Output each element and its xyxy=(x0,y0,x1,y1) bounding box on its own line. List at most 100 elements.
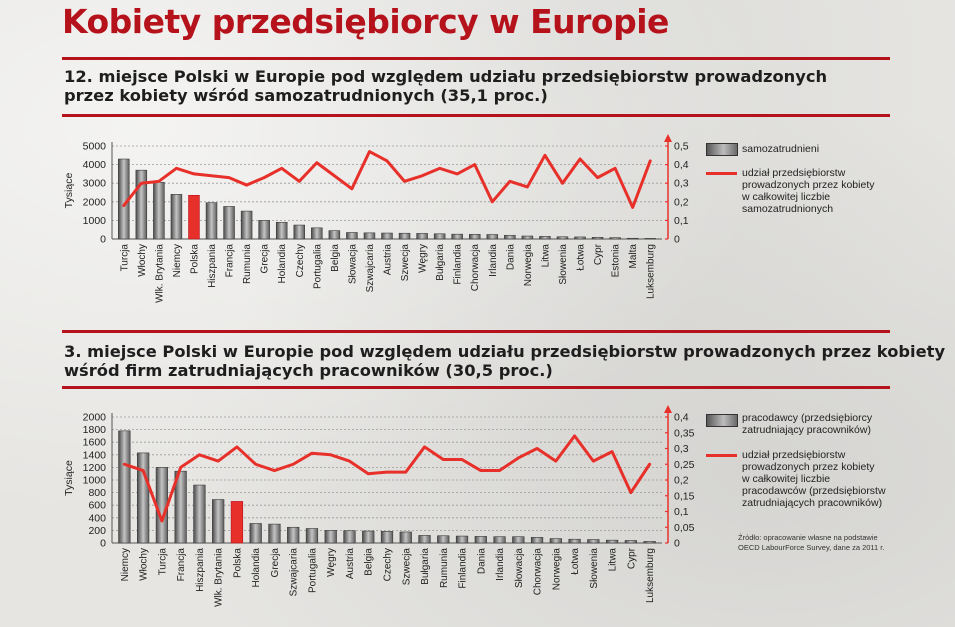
chart2-subtitle: 3. miejsce Polski w Europie pod względem… xyxy=(64,342,945,380)
bar xyxy=(193,484,206,544)
line-point xyxy=(491,200,494,203)
x-tick-label: Turcja xyxy=(119,244,130,272)
bar xyxy=(346,232,358,240)
line-point xyxy=(517,456,520,460)
line-point xyxy=(420,174,424,177)
bar xyxy=(153,181,165,240)
y2-tick-label: 0,3 xyxy=(674,443,689,455)
line-point xyxy=(610,450,614,453)
line-point xyxy=(310,452,314,455)
bar xyxy=(416,233,428,240)
line-point xyxy=(596,176,599,179)
line-point xyxy=(123,463,126,466)
line-point xyxy=(613,167,617,170)
x-tick-label: Grecja xyxy=(260,244,271,274)
line-point xyxy=(460,458,464,461)
x-tick-label: Włochy xyxy=(137,244,148,277)
line-point xyxy=(122,204,125,207)
x-tick-label: Łotwa xyxy=(570,548,581,575)
y-tick-label: 1000 xyxy=(83,215,107,227)
line-point xyxy=(210,174,213,177)
line-point xyxy=(578,157,582,161)
chart1-subtitle: 12. miejsce Polski w Europie pod względe… xyxy=(64,67,894,105)
bar xyxy=(223,206,235,240)
line-point xyxy=(535,447,539,450)
bar xyxy=(512,536,525,544)
line-point xyxy=(404,470,407,474)
line-point xyxy=(573,434,576,438)
x-tick-label: Hiszpania xyxy=(195,548,206,592)
line-point xyxy=(329,453,332,456)
x-tick-label: Belgia xyxy=(364,548,375,576)
bar xyxy=(437,535,450,544)
bar xyxy=(240,210,253,240)
chart1-subtitle-line2: przez kobiety wśród samozatrudnionych (3… xyxy=(64,86,548,105)
line-point xyxy=(403,180,406,183)
bar xyxy=(539,236,551,240)
line-point xyxy=(227,176,231,179)
line-point xyxy=(592,459,595,463)
y2-tick-label: 0,25 xyxy=(674,459,695,471)
line-point xyxy=(649,159,652,163)
line-point xyxy=(648,463,651,466)
bar xyxy=(486,234,499,240)
bar xyxy=(230,501,244,544)
y2-tick-label: 0,1 xyxy=(674,506,689,518)
y2-tick-label: 0,2 xyxy=(674,196,689,208)
x-tick-label: Niemcy xyxy=(120,548,131,581)
line-point xyxy=(235,445,239,449)
section1-rule-bottom xyxy=(62,114,890,117)
y-tick-label: 3000 xyxy=(83,178,107,190)
line-point xyxy=(315,161,319,164)
line-point xyxy=(498,469,501,472)
line-point xyxy=(385,159,389,163)
line-point xyxy=(479,469,482,472)
line-point xyxy=(333,174,336,177)
bar xyxy=(311,227,323,240)
y2-axis-arrow xyxy=(664,405,672,413)
x-tick-label: Wlk. Brytania xyxy=(214,548,225,607)
bar xyxy=(451,233,463,240)
y2-tick-label: 0,3 xyxy=(674,178,689,190)
x-tick-label: Włochy xyxy=(139,548,150,581)
x-tick-label: Bułgaria xyxy=(435,244,446,281)
x-tick-label: Norwegia xyxy=(523,244,534,287)
source-note: Źródło: opracowanie własne na podstawie … xyxy=(738,533,885,552)
x-tick-label: Wlk. Brytania xyxy=(154,244,165,303)
x-tick-label: Irlandia xyxy=(495,548,506,581)
bar xyxy=(249,523,262,544)
line-point xyxy=(543,154,547,157)
bar xyxy=(626,237,639,240)
line-point xyxy=(179,466,182,469)
line-point xyxy=(455,172,459,176)
y-axis-title: Tysiące xyxy=(63,173,75,209)
y-tick-label: 5000 xyxy=(83,141,107,153)
x-tick-label: Szwajcaria xyxy=(289,548,300,597)
x-tick-label: Czechy xyxy=(383,548,394,581)
line-point xyxy=(273,469,276,472)
y-tick-label: 1400 xyxy=(83,449,107,461)
x-tick-label: Austria xyxy=(345,548,356,580)
y-tick-label: 1200 xyxy=(83,462,107,474)
x-tick-label: Bułgaria xyxy=(420,548,431,585)
y-tick-label: 1600 xyxy=(83,437,107,449)
x-tick-label: Portugalia xyxy=(312,244,323,289)
line-point xyxy=(367,472,370,475)
chart1-legend-bar-label: samozatrudnieni xyxy=(742,143,820,155)
x-tick-label: Norwegia xyxy=(551,548,562,591)
bar xyxy=(455,535,469,544)
x-tick-label: Łotwa xyxy=(576,244,587,271)
y2-tick-label: 0 xyxy=(674,538,680,550)
line-point xyxy=(141,469,145,472)
line-point xyxy=(245,183,248,187)
bar xyxy=(591,237,604,240)
bar xyxy=(137,452,150,544)
bar xyxy=(587,539,600,544)
y-axis-title: Tysiące xyxy=(63,460,75,496)
y-tick-label: 800 xyxy=(88,487,106,499)
bar xyxy=(644,238,656,240)
bar xyxy=(398,232,411,240)
y-tick-label: 1000 xyxy=(83,475,107,487)
chart1-legend-bar-swatch xyxy=(706,143,738,156)
line-point xyxy=(298,180,301,183)
